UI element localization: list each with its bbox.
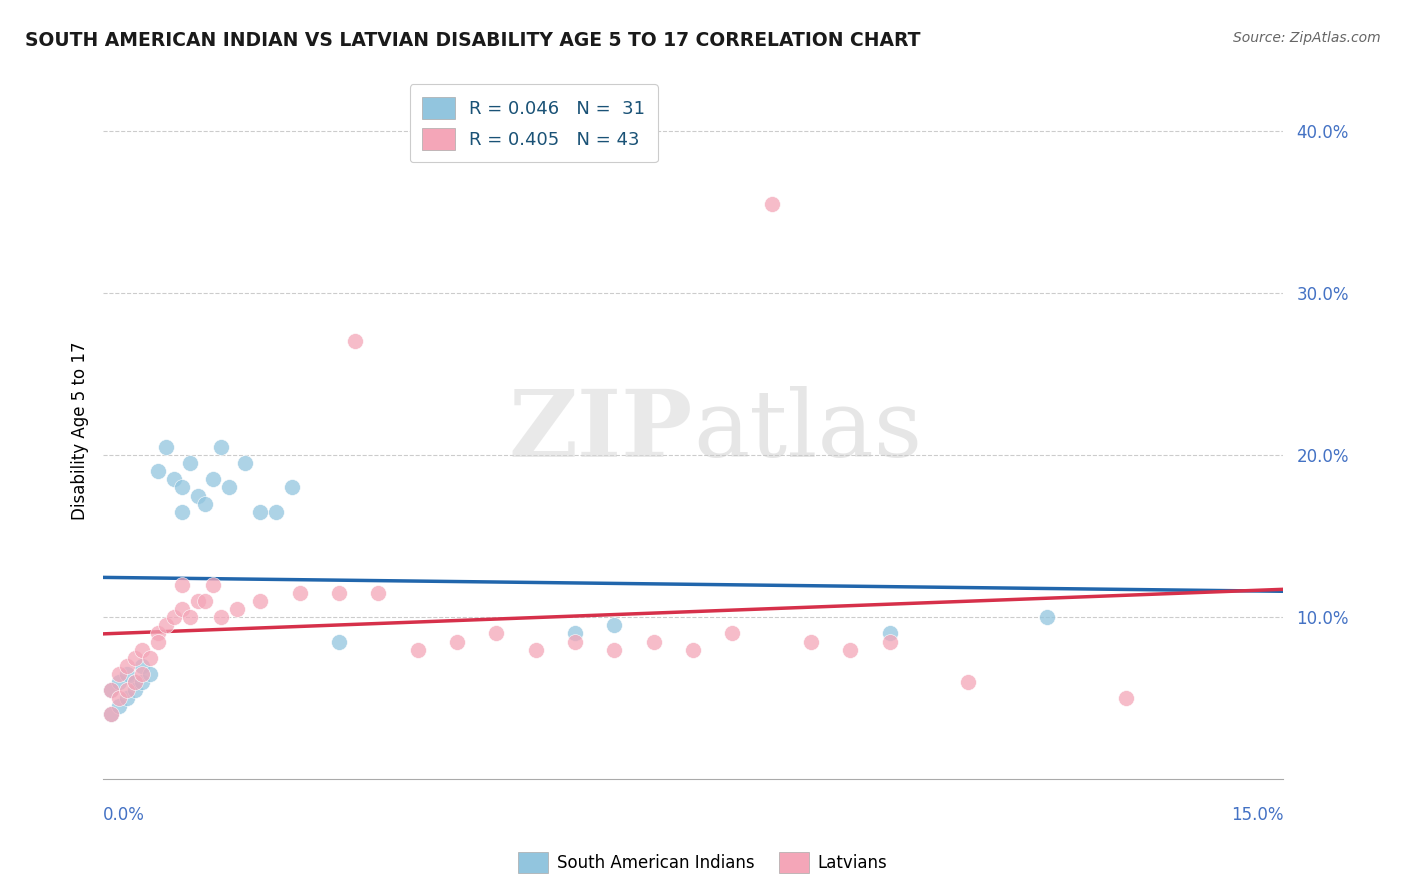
Legend: R = 0.046   N =  31, R = 0.405   N = 43: R = 0.046 N = 31, R = 0.405 N = 43	[409, 84, 658, 162]
Point	[131, 675, 153, 690]
Point	[202, 472, 225, 486]
Point	[564, 634, 586, 648]
Point	[406, 642, 429, 657]
Point	[328, 634, 350, 648]
Point	[1036, 610, 1059, 624]
Point	[328, 586, 350, 600]
Point	[194, 594, 217, 608]
Point	[264, 505, 287, 519]
Point	[163, 610, 186, 624]
Point	[209, 610, 232, 624]
Text: 0.0%: 0.0%	[103, 805, 145, 824]
Text: Source: ZipAtlas.com: Source: ZipAtlas.com	[1233, 31, 1381, 45]
Point	[202, 578, 225, 592]
Point	[115, 667, 138, 681]
Point	[879, 634, 901, 648]
Text: SOUTH AMERICAN INDIAN VS LATVIAN DISABILITY AGE 5 TO 17 CORRELATION CHART: SOUTH AMERICAN INDIAN VS LATVIAN DISABIL…	[25, 31, 921, 50]
Point	[179, 610, 201, 624]
Text: ZIP: ZIP	[509, 385, 693, 475]
Point	[100, 683, 122, 698]
Point	[249, 594, 271, 608]
Point	[100, 683, 122, 698]
Point	[1115, 691, 1137, 706]
Point	[367, 586, 389, 600]
Point	[233, 456, 256, 470]
Point	[124, 675, 146, 690]
Point	[124, 683, 146, 698]
Legend: South American Indians, Latvians: South American Indians, Latvians	[512, 846, 894, 880]
Point	[139, 650, 162, 665]
Point	[800, 634, 823, 648]
Point	[115, 691, 138, 706]
Point	[148, 464, 170, 478]
Point	[343, 334, 366, 349]
Point	[170, 505, 193, 519]
Point	[186, 489, 208, 503]
Point	[524, 642, 547, 657]
Point	[131, 667, 153, 681]
Point	[131, 642, 153, 657]
Point	[170, 578, 193, 592]
Point	[957, 675, 980, 690]
Point	[446, 634, 468, 648]
Point	[155, 440, 177, 454]
Point	[603, 642, 626, 657]
Point	[148, 626, 170, 640]
Point	[225, 602, 247, 616]
Point	[839, 642, 862, 657]
Point	[485, 626, 508, 640]
Point	[124, 650, 146, 665]
Point	[170, 480, 193, 494]
Point	[163, 472, 186, 486]
Point	[108, 675, 131, 690]
Point	[721, 626, 744, 640]
Point	[148, 634, 170, 648]
Point	[108, 667, 131, 681]
Text: atlas: atlas	[693, 385, 922, 475]
Text: 15.0%: 15.0%	[1230, 805, 1284, 824]
Point	[131, 658, 153, 673]
Point	[643, 634, 665, 648]
Point	[124, 675, 146, 690]
Point	[209, 440, 232, 454]
Point	[100, 707, 122, 722]
Point	[108, 699, 131, 714]
Point	[249, 505, 271, 519]
Point	[603, 618, 626, 632]
Point	[564, 626, 586, 640]
Point	[115, 683, 138, 698]
Point	[170, 602, 193, 616]
Point	[218, 480, 240, 494]
Y-axis label: Disability Age 5 to 17: Disability Age 5 to 17	[72, 342, 89, 520]
Point	[288, 586, 311, 600]
Point	[139, 667, 162, 681]
Point	[100, 707, 122, 722]
Point	[761, 196, 783, 211]
Point	[281, 480, 304, 494]
Point	[186, 594, 208, 608]
Point	[194, 497, 217, 511]
Point	[179, 456, 201, 470]
Point	[115, 658, 138, 673]
Point	[682, 642, 704, 657]
Point	[155, 618, 177, 632]
Point	[879, 626, 901, 640]
Point	[108, 691, 131, 706]
